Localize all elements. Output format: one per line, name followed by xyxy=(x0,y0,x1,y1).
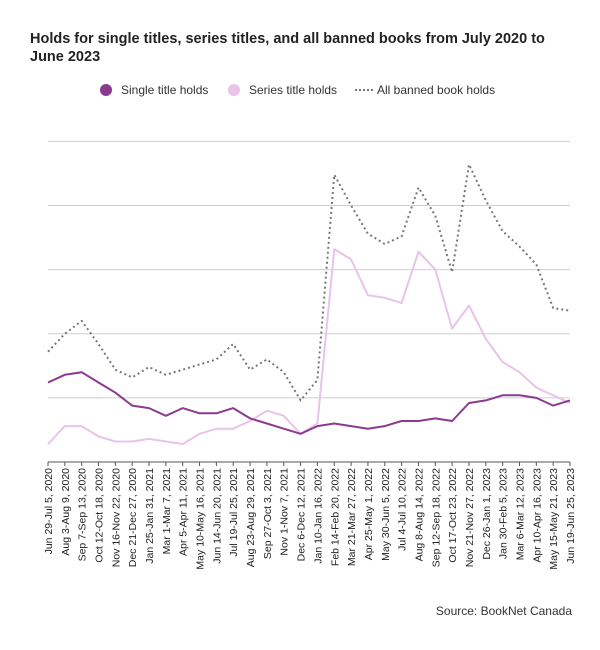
x-tick-label: Dec 26-Jan 1, 2023 xyxy=(481,468,493,560)
series-line-0 xyxy=(47,371,571,435)
x-tick-label: Aug 3-Aug 9, 2020 xyxy=(60,468,72,556)
legend-label-series: Series title holds xyxy=(249,83,338,97)
x-tick-label: Jan 30-Feb 5, 2023 xyxy=(498,468,510,559)
x-tick-label: May 15-May 21, 2023 xyxy=(548,468,560,570)
x-tick-label: Sep 12-Sep 18, 2022 xyxy=(430,468,442,567)
source-note: Source: BookNet Canada xyxy=(435,604,572,618)
series-line-2 xyxy=(47,163,571,402)
legend-swatch-all xyxy=(355,89,373,91)
x-tick-label: Apr 25-May 1, 2022 xyxy=(363,468,375,560)
x-tick-label: Mar 21-Mar 27, 2022 xyxy=(346,468,358,566)
x-tick-label: Sep 27-Oct 3, 2021 xyxy=(262,468,274,559)
x-tick-label: Mar 1-Mar 7, 2021 xyxy=(161,468,173,555)
series-line-1 xyxy=(47,248,571,445)
x-tick-label: Aug 8-Aug 14, 2022 xyxy=(413,468,425,562)
x-tick-label: Jun 14-Jun 20, 2021 xyxy=(211,468,223,564)
x-tick-label: Oct 17-Oct 23, 2022 xyxy=(447,468,459,563)
x-tick-label: Apr 5-Apr 11, 2021 xyxy=(178,468,190,556)
x-tick-label: Apr 10-Apr 16, 2023 xyxy=(531,468,543,563)
x-tick-label: Dec 6-Dec 12, 2021 xyxy=(296,468,308,562)
x-tick-label: Mar 6-Mar 12, 2023 xyxy=(514,468,526,560)
legend-swatch-single xyxy=(100,84,112,96)
x-tick-label: Sep 7-Sep 13, 2020 xyxy=(77,468,89,562)
x-tick-label: Jan 10-Jan 16, 2022 xyxy=(312,468,324,564)
legend: Single title holds Series title holds Al… xyxy=(0,81,600,99)
x-tick-label: Oct 12-Oct 18, 2020 xyxy=(94,468,106,563)
x-tick-label: Nov 21-Nov 27, 2022 xyxy=(464,468,476,567)
chart-title: Holds for single titles, series titles, … xyxy=(30,31,545,65)
x-tick-label: May 10-May 16, 2021 xyxy=(195,468,207,570)
x-tick-label: Feb 14-Feb 20, 2022 xyxy=(329,468,341,566)
x-tick-label: Jul 4-Jul 10, 2022 xyxy=(397,468,409,551)
x-tick-label: May 30-Jun 5, 2022 xyxy=(380,468,392,561)
x-tick-label: Jul 19-Jul 25, 2021 xyxy=(228,468,240,557)
x-tick-label: Nov 1-Nov 7, 2021 xyxy=(279,468,291,556)
legend-swatch-series xyxy=(228,84,240,96)
x-tick-label: Aug 23-Aug 29, 2021 xyxy=(245,468,257,567)
x-tick-label: Jun 29-Jul 5, 2020 xyxy=(43,468,55,555)
legend-label-all: All banned book holds xyxy=(377,83,496,97)
x-tick-label: Jan 25-Jan 31, 2021 xyxy=(144,468,156,564)
x-tick-label: Nov 16-Nov 22, 2020 xyxy=(110,468,122,567)
x-tick-label: Jun 19-Jun 25, 2023 xyxy=(565,468,577,564)
x-tick-label: Dec 21-Dec 27, 2020 xyxy=(127,468,139,567)
legend-label-single: Single title holds xyxy=(121,83,209,97)
